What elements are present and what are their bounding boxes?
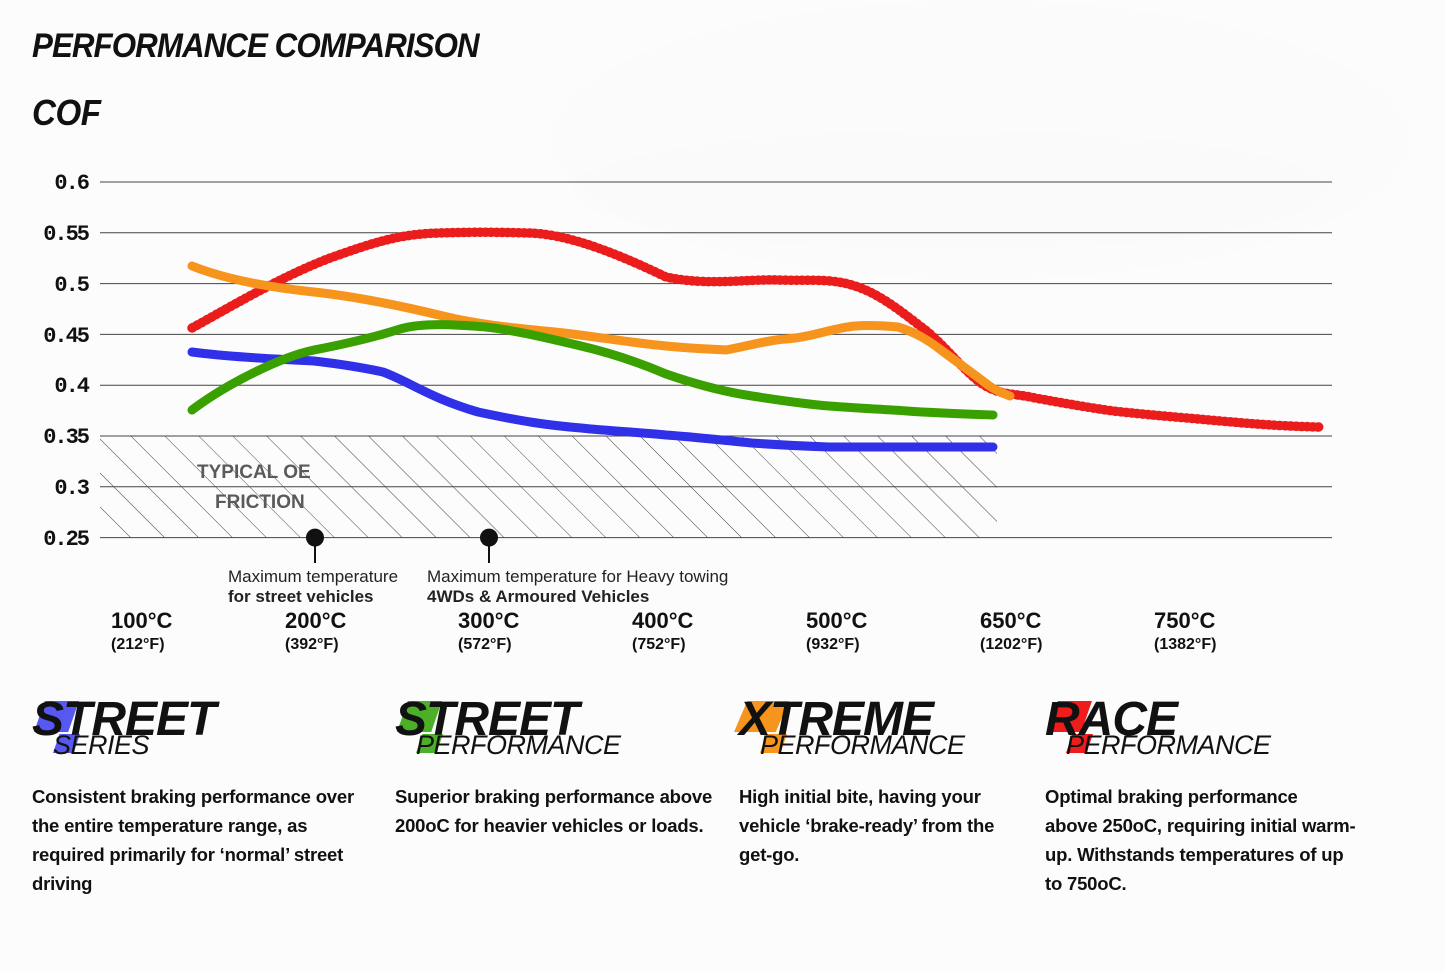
svg-text:650°C: 650°C	[980, 608, 1042, 633]
svg-text:400°C: 400°C	[632, 608, 694, 633]
svg-text:(392°F): (392°F)	[285, 636, 339, 653]
svg-text:TYPICAL OE: TYPICAL OE	[197, 462, 311, 483]
svg-text:0.6: 0.6	[54, 171, 88, 196]
svg-text:200°C: 200°C	[285, 608, 347, 633]
svg-text:Maximum temperature: Maximum temperature	[228, 567, 398, 586]
svg-text:4WDs & Armoured Vehicles: 4WDs & Armoured Vehicles	[427, 587, 649, 606]
svg-text:(1382°F): (1382°F)	[1154, 636, 1216, 653]
svg-text:0.5: 0.5	[54, 273, 89, 298]
svg-text:300°C: 300°C	[458, 608, 520, 633]
svg-text:100°C: 100°C	[111, 608, 173, 633]
svg-text:500°C: 500°C	[806, 608, 868, 633]
svg-text:for street vehicles: for street vehicles	[228, 587, 374, 606]
svg-text:0.45: 0.45	[43, 324, 90, 349]
svg-text:FRICTION: FRICTION	[215, 492, 305, 513]
svg-text:(1202°F): (1202°F)	[980, 636, 1042, 653]
svg-text:(932°F): (932°F)	[806, 636, 860, 653]
svg-text:(212°F): (212°F)	[111, 636, 165, 653]
svg-text:750°C: 750°C	[1154, 608, 1216, 633]
svg-text:0.3: 0.3	[54, 476, 89, 501]
svg-text:0.25: 0.25	[43, 527, 90, 552]
svg-text:(572°F): (572°F)	[458, 636, 512, 653]
svg-text:0.4: 0.4	[54, 374, 89, 399]
svg-text:0.35: 0.35	[43, 425, 90, 450]
svg-text:(752°F): (752°F)	[632, 636, 686, 653]
svg-text:Maximum temperature for Heavy: Maximum temperature for Heavy towing	[427, 567, 728, 586]
svg-text:0.55: 0.55	[43, 222, 90, 247]
